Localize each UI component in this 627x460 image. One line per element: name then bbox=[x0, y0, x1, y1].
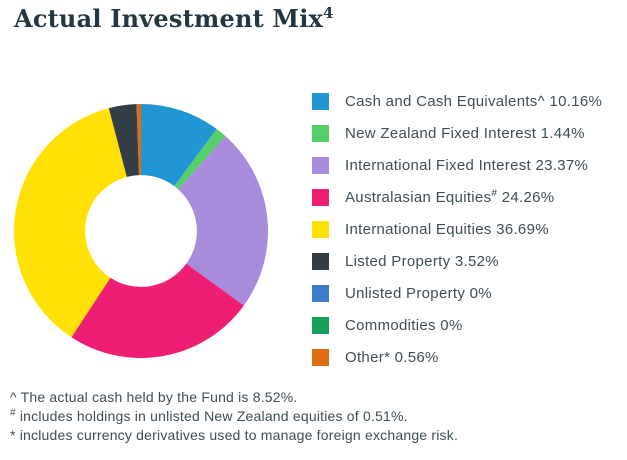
donut-segment-other bbox=[136, 104, 141, 176]
donut-segment-international-equities bbox=[14, 108, 127, 338]
legend-item: Commodities 0% bbox=[312, 317, 602, 334]
legend-swatch bbox=[312, 125, 329, 142]
legend-item: Unlisted Property 0% bbox=[312, 285, 602, 302]
legend-swatch bbox=[312, 189, 329, 206]
legend-item: Other* 0.56% bbox=[312, 349, 602, 366]
legend-item: New Zealand Fixed Interest 1.44% bbox=[312, 125, 602, 142]
legend-label: Cash and Cash Equivalents^ 10.16% bbox=[345, 93, 603, 110]
footnote: * includes currency derivatives used to … bbox=[10, 427, 459, 443]
legend-swatch bbox=[312, 317, 329, 334]
legend-label: New Zealand Fixed Interest 1.44% bbox=[345, 125, 585, 142]
legend-item: Australasian Equities# 24.26% bbox=[312, 189, 602, 206]
legend-swatch bbox=[312, 253, 329, 270]
donut-segment-listed-property bbox=[108, 104, 140, 177]
legend-label: Unlisted Property 0% bbox=[345, 285, 492, 302]
legend-label: Commodities 0% bbox=[345, 317, 463, 334]
legend-item: Listed Property 3.52% bbox=[312, 253, 602, 270]
legend-label: Australasian Equities# 24.26% bbox=[345, 188, 555, 207]
legend-label: Listed Property 3.52% bbox=[345, 253, 499, 270]
page-title-superscript: 4 bbox=[323, 4, 334, 22]
legend-label: International Equities 36.69% bbox=[345, 221, 549, 238]
legend-swatch bbox=[312, 221, 329, 238]
legend-item: International Fixed Interest 23.37% bbox=[312, 157, 602, 174]
legend-swatch bbox=[312, 285, 329, 302]
legend-swatch bbox=[312, 157, 329, 174]
page-title: Actual Investment Mix4 bbox=[14, 4, 334, 33]
footnote: # includes holdings in unlisted New Zeal… bbox=[10, 407, 408, 424]
legend-swatch bbox=[312, 93, 329, 110]
donut-segment-cash-and-cash-equivalents bbox=[141, 104, 217, 187]
footnotes: ^ The actual cash held by the Fund is 8.… bbox=[10, 388, 458, 445]
donut-segment-international-fixed-interest bbox=[178, 136, 268, 306]
chart-legend: Cash and Cash Equivalents^ 10.16% New Zea… bbox=[312, 93, 602, 366]
donut-segment-new-zealand-fixed-interest bbox=[174, 129, 226, 190]
donut-chart bbox=[14, 104, 268, 358]
page-title-text: Actual Investment Mix bbox=[14, 4, 324, 33]
legend-item: International Equities 36.69% bbox=[312, 221, 602, 238]
legend-swatch bbox=[312, 349, 329, 366]
legend-label: International Fixed Interest 23.37% bbox=[345, 157, 589, 174]
footnote: ^ The actual cash held by the Fund is 8.… bbox=[10, 389, 298, 405]
legend-label: Other* 0.56% bbox=[345, 349, 439, 366]
donut-segment-australasian-equities bbox=[71, 263, 244, 358]
legend-item: Cash and Cash Equivalents^ 10.16% bbox=[312, 93, 602, 110]
